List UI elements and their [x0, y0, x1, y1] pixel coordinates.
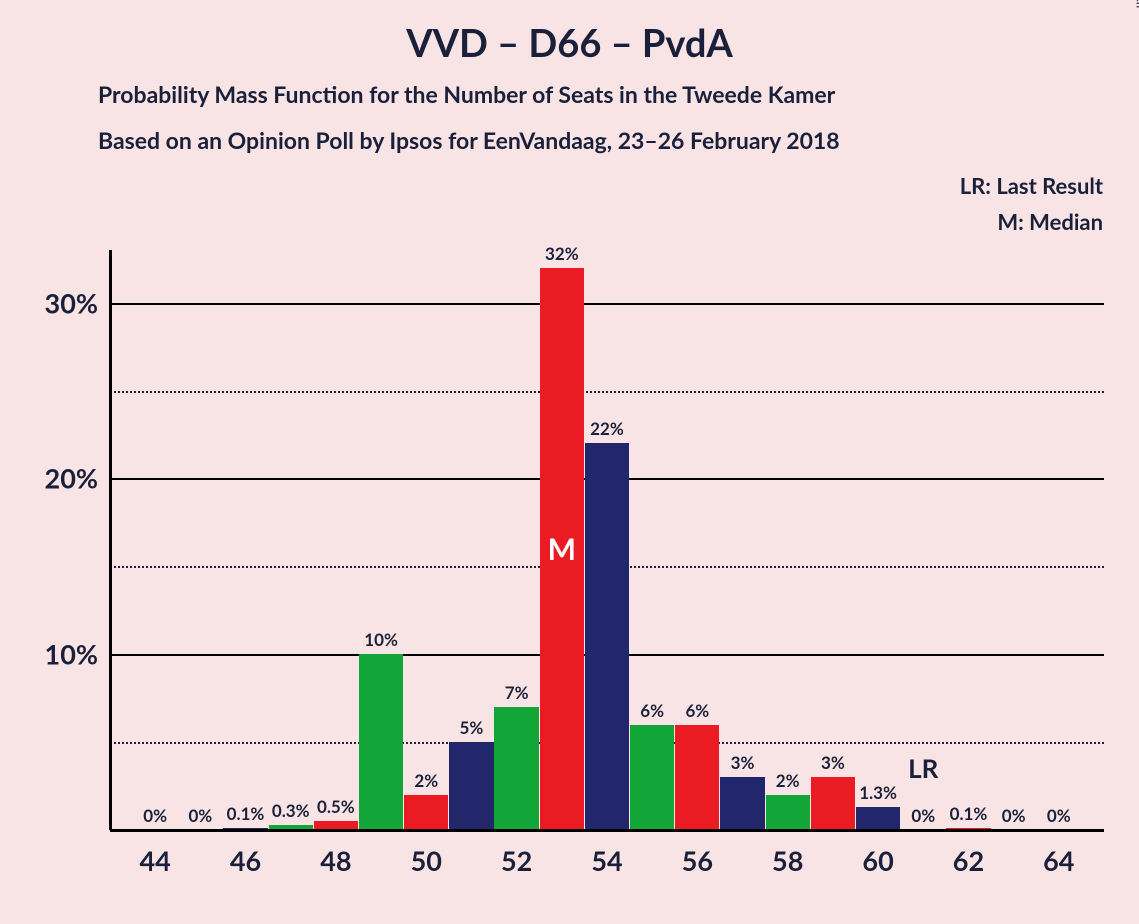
chart-title: VVD – D66 – PvdA — [0, 20, 1139, 66]
chart-subtitle-1: Probability Mass Function for the Number… — [98, 80, 835, 108]
bar-value-label: 0.1% — [950, 803, 988, 828]
bar: 10% — [359, 654, 403, 830]
bar-value-label: 5% — [460, 717, 484, 742]
bar-value-label: 7% — [505, 682, 529, 707]
bar: 22% — [585, 443, 629, 830]
bar: 1.3% — [856, 807, 900, 830]
chart-canvas: VVD – D66 – PvdA Probability Mass Functi… — [0, 0, 1139, 924]
x-tick-label: 54 — [591, 830, 622, 877]
bar: 32%M — [540, 268, 584, 830]
median-marker: M — [548, 531, 576, 567]
bar-value-label: 32% — [545, 243, 579, 268]
gridline — [110, 303, 1104, 305]
chart-subtitle-2: Based on an Opinion Poll by Ipsos for Ee… — [98, 126, 840, 154]
y-tick-label: 30% — [45, 286, 110, 319]
plot-area: 10%20%30%0%0%0.1%0.3%0.5%10%2%5%7%32%M22… — [110, 250, 1104, 830]
bar: 2% — [404, 795, 448, 830]
x-tick-label: 46 — [230, 830, 261, 877]
bar-value-label: 0% — [1002, 805, 1026, 830]
x-tick-label: 60 — [862, 830, 893, 877]
bar-value-label: 6% — [640, 700, 664, 725]
bar: 5% — [449, 742, 493, 830]
x-tick-label: 62 — [953, 830, 984, 877]
x-tick-label: 64 — [1043, 830, 1074, 877]
bar-value-label: 3% — [731, 752, 755, 777]
legend-last-result: LR: Last Result — [960, 172, 1103, 199]
bar-value-label: 2% — [776, 770, 800, 795]
bar-value-label: 0.5% — [317, 796, 355, 821]
bar-value-label: 0.1% — [227, 803, 265, 828]
bar-value-label: 0% — [911, 805, 935, 830]
bar: 7% — [494, 707, 538, 830]
x-tick-label: 44 — [140, 830, 171, 877]
y-tick-label: 10% — [45, 638, 110, 671]
copyright-text: © 2020 Filip van Laenen — [1133, 0, 1139, 8]
bar: 6% — [675, 725, 719, 830]
bar-value-label: 10% — [364, 629, 398, 654]
bar: 3% — [720, 777, 764, 830]
bar-value-label: 0% — [188, 805, 212, 830]
last-result-marker: LR — [908, 752, 938, 784]
bar-value-label: 2% — [414, 770, 438, 795]
bar-value-label: 22% — [590, 418, 624, 443]
bar-value-label: 3% — [821, 752, 845, 777]
gridline — [110, 391, 1104, 393]
bar-value-label: 0% — [1047, 805, 1071, 830]
y-tick-label: 20% — [45, 462, 110, 495]
x-tick-label: 48 — [320, 830, 351, 877]
bar: 3% — [811, 777, 855, 830]
bar-value-label: 6% — [685, 700, 709, 725]
bar: 2% — [766, 795, 810, 830]
x-tick-label: 56 — [682, 830, 713, 877]
legend-median: M: Median — [997, 208, 1103, 235]
bar-value-label: 0.3% — [272, 800, 310, 825]
bar: 6% — [630, 725, 674, 830]
bar-value-label: 0% — [143, 805, 167, 830]
y-axis — [109, 250, 112, 830]
bar-value-label: 1.3% — [859, 782, 897, 807]
x-tick-label: 50 — [411, 830, 442, 877]
x-tick-label: 58 — [772, 830, 803, 877]
x-tick-label: 52 — [501, 830, 532, 877]
